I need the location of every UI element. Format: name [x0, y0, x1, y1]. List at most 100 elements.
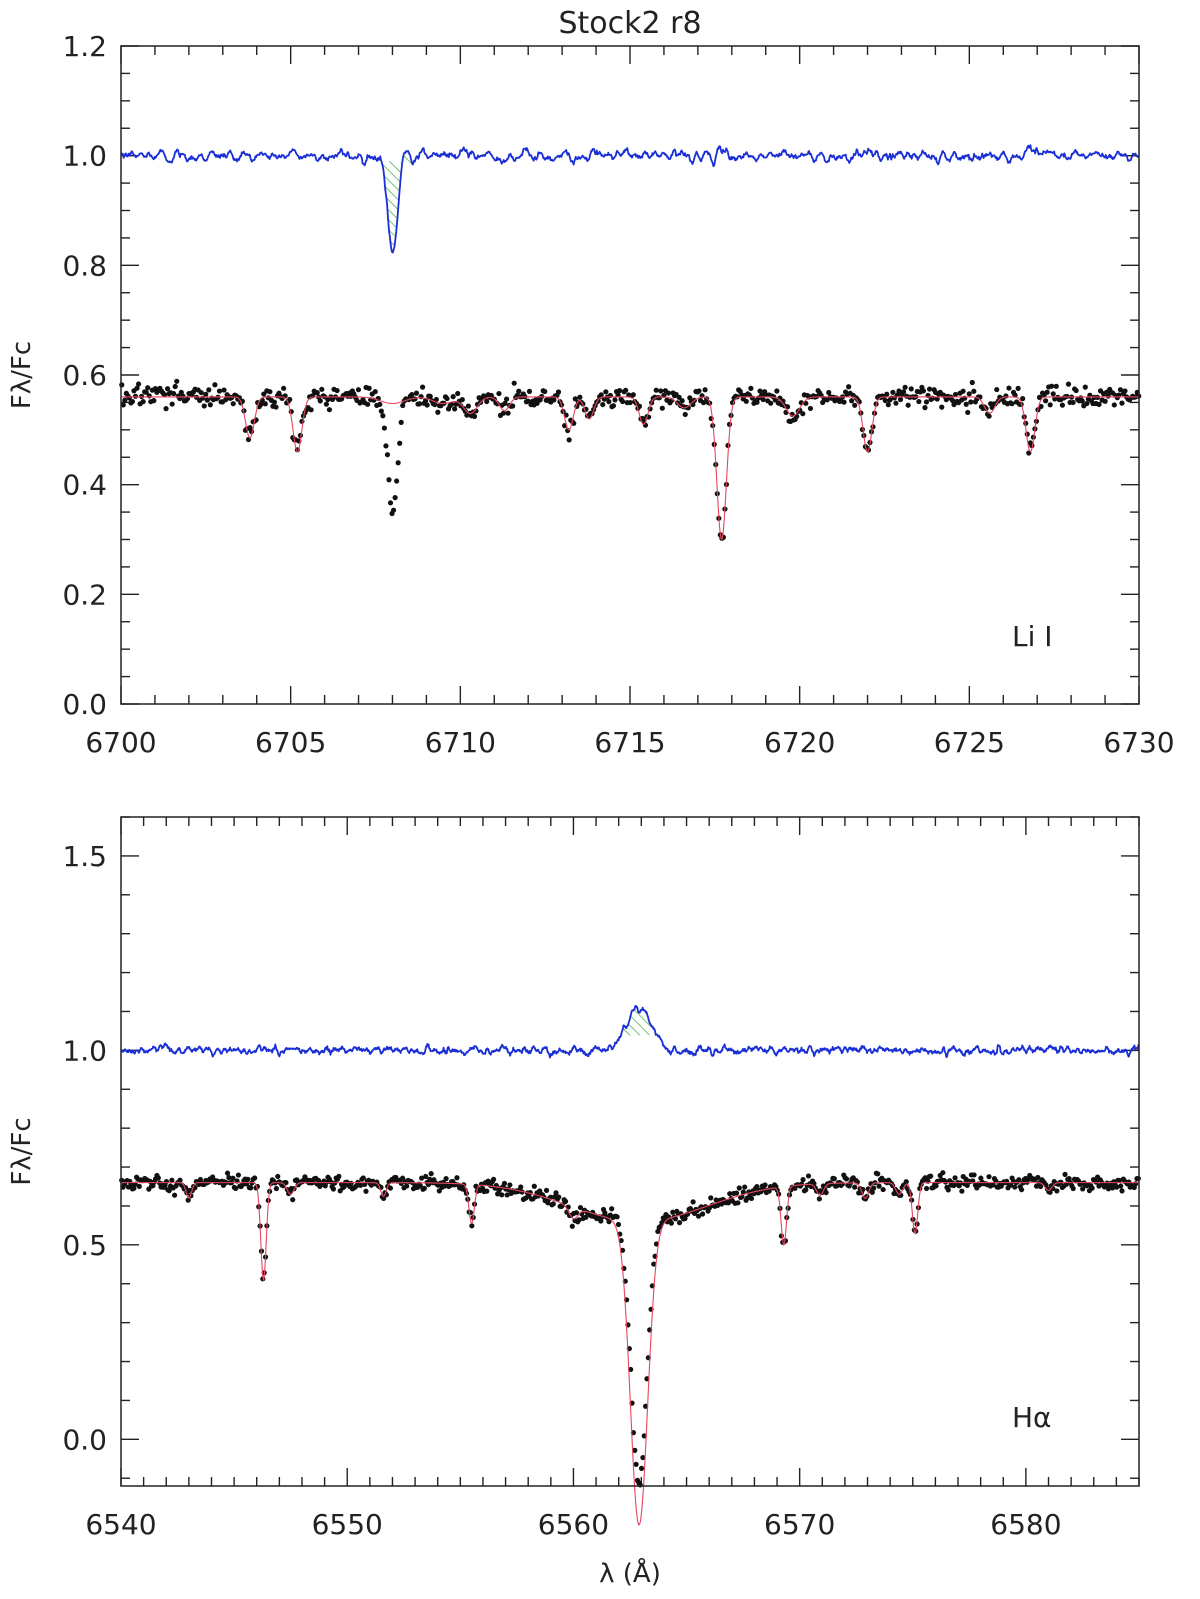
observed-point [805, 1173, 812, 1179]
observed-point [945, 1187, 951, 1193]
observed-point [1054, 1188, 1060, 1194]
observed-point [1070, 399, 1076, 406]
observed-point [928, 1173, 934, 1179]
observed-point [939, 404, 945, 410]
observed-point [679, 398, 685, 404]
observed-point [135, 381, 142, 387]
observed-point [490, 1176, 497, 1183]
x-tick-label: 6700 [85, 726, 156, 759]
observed-point [754, 1184, 760, 1190]
observed-point [308, 407, 314, 413]
observed-point [644, 1376, 650, 1382]
observed-point [543, 1187, 550, 1193]
observed-point [1066, 1176, 1072, 1182]
observed-point [1096, 401, 1102, 407]
observed-point [531, 1183, 537, 1189]
observed-point [1059, 402, 1065, 408]
observed-point [435, 409, 441, 415]
observed-point [449, 401, 455, 407]
observed-point [172, 1192, 178, 1198]
observed-point [275, 1173, 281, 1180]
observed-point [267, 389, 273, 395]
y-tick-label: 0.0 [62, 688, 107, 721]
observed-point [876, 1183, 882, 1189]
observed-point [1006, 385, 1012, 391]
observed-point [1037, 1183, 1044, 1190]
observed-point [398, 1180, 404, 1187]
observed-point [616, 388, 623, 394]
observed-point [383, 443, 389, 449]
observed-point [696, 388, 702, 394]
observed-point [971, 1172, 977, 1178]
observed-point [203, 391, 209, 397]
y-tick-label: 0.2 [62, 578, 107, 611]
x-tick-label: 6550 [312, 1508, 383, 1541]
observed-point [960, 388, 966, 394]
model-spectrum-line [121, 396, 1139, 541]
observed-point [1084, 400, 1090, 407]
observed-point [400, 1175, 406, 1181]
observed-point [1089, 1185, 1095, 1191]
observed-point [185, 1197, 191, 1203]
observed-point [986, 413, 992, 419]
observed-point [163, 1178, 170, 1185]
observed-point [223, 397, 229, 403]
observed-point [1116, 392, 1122, 398]
observed-point [417, 1183, 423, 1189]
observed-point [129, 398, 136, 405]
observed-point [882, 397, 888, 404]
observed-point [390, 507, 397, 513]
observed-point [606, 1219, 612, 1225]
observed-point [132, 393, 139, 399]
y-tick-label: 1.0 [62, 1034, 107, 1067]
observed-point [643, 1403, 649, 1409]
y-tick-label: 1.5 [62, 840, 107, 873]
observed-point [606, 399, 612, 405]
observed-point [871, 1185, 877, 1191]
x-tick-label: 6560 [538, 1508, 609, 1541]
observed-point [330, 1186, 337, 1192]
observed-point [658, 388, 664, 394]
observed-point [902, 384, 908, 390]
observed-point [136, 1183, 142, 1190]
observed-point [922, 405, 928, 411]
observed-point [212, 382, 218, 388]
observed-point [424, 402, 430, 408]
observed-point [656, 395, 662, 401]
observed-point [1047, 402, 1053, 408]
observed-point [968, 399, 974, 405]
observed-point [1073, 387, 1079, 394]
observed-point [748, 385, 754, 391]
halpha-panel-x-label: λ (Å) [599, 1557, 661, 1589]
observed-point [484, 1188, 490, 1194]
observed-point [120, 402, 126, 408]
observed-point [230, 401, 236, 407]
observed-point [471, 413, 478, 419]
li-panel-y-label: Fλ/Fc [7, 341, 37, 409]
observed-point [384, 452, 391, 458]
observed-point [1119, 1188, 1125, 1194]
observed-point [1062, 1171, 1068, 1177]
observed-point [1111, 402, 1117, 408]
observed-point [926, 386, 933, 392]
observed-point [676, 394, 682, 400]
observed-point [1096, 1183, 1102, 1189]
observed-point [294, 1177, 300, 1183]
observed-point [603, 389, 609, 395]
y-tick-label: 0.4 [62, 469, 107, 502]
observed-point [319, 386, 325, 392]
observed-point [726, 421, 733, 427]
observed-point [258, 402, 264, 408]
observed-point [459, 397, 465, 403]
observed-point [518, 1184, 524, 1190]
x-tick-label: 6540 [85, 1508, 156, 1541]
observed-point [577, 394, 583, 400]
x-tick-label: 6705 [255, 726, 326, 759]
observed-point [774, 388, 780, 394]
observed-point [803, 1187, 809, 1193]
observed-point [653, 387, 659, 393]
observed-point [576, 1217, 582, 1223]
observed-point [849, 398, 855, 404]
observed-point [172, 383, 178, 390]
observed-point [380, 413, 386, 419]
